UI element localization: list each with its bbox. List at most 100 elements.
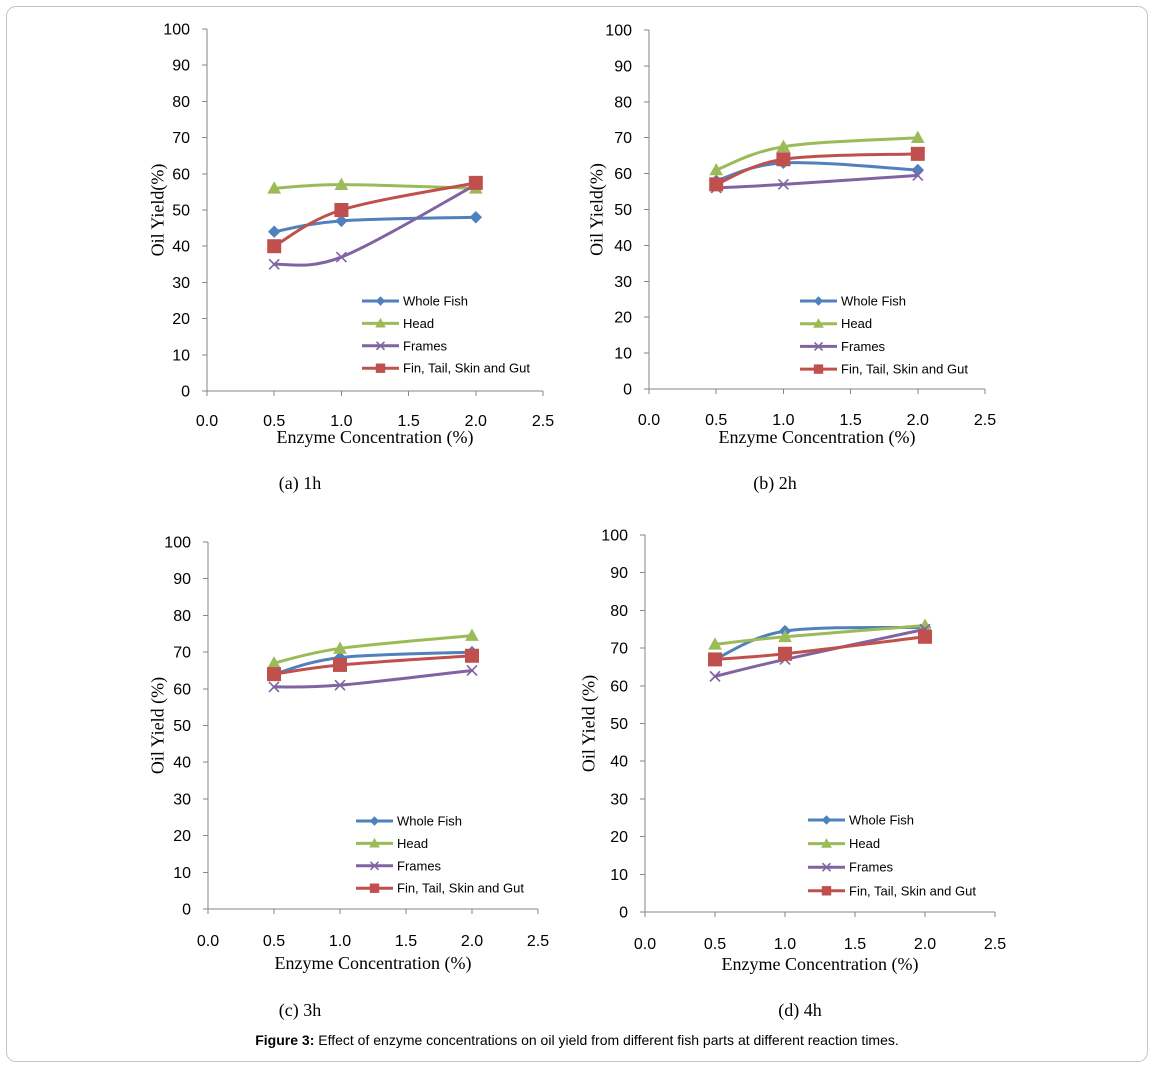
y-tick-label: 30 (610, 791, 628, 808)
legend-marker-head (813, 318, 824, 328)
series-markers-head (708, 618, 932, 650)
data-point-whole-fish (469, 211, 483, 224)
legend-label-head: Head (397, 836, 428, 851)
series-markers-whole-fish (267, 211, 483, 238)
series-markers-head (709, 130, 925, 176)
legend-label-fin-tail-skin-and-gut: Fin, Tail, Skin and Gut (397, 881, 524, 896)
y-tick-label: 100 (163, 22, 190, 39)
legend-item-head: Head (356, 836, 428, 851)
y-axis-title: Oil Yield(%) (147, 164, 168, 257)
y-tick-label: 20 (172, 311, 190, 328)
data-point-head (776, 139, 791, 152)
y-axis-title: Oil Yield (%) (578, 675, 599, 772)
x-tick-label: 2.0 (461, 933, 483, 950)
y-tick-label: 10 (614, 346, 632, 363)
chart-panel-1h: 0 10 20 30 40 50 60 70 80 90 100 0.0 0.5 1.0 1.5 2.0 2.5… (147, 22, 554, 495)
series-line-frames (714, 173, 920, 190)
legend-marker-whole-fish (813, 296, 824, 306)
legend-marker-frames (813, 341, 824, 351)
legend-item-frames: Frames (356, 858, 442, 873)
data-point-fin-tail-skin-and-gut (267, 667, 281, 682)
data-point-frames (334, 679, 346, 691)
legend-label-frames: Frames (403, 338, 448, 353)
y-tick-label: 0 (623, 382, 632, 399)
panel-caption: (c) 3h (279, 1000, 321, 1021)
legend-marker-frames (369, 861, 380, 871)
series-markers-head (267, 628, 479, 669)
legend-label-head: Head (849, 836, 880, 851)
data-point-head (334, 177, 349, 190)
series-line-frames (272, 668, 474, 689)
y-tick-label: 70 (173, 645, 191, 662)
y-tick-label: 30 (172, 275, 190, 292)
y-tick-label: 50 (172, 203, 190, 220)
x-tick-label: 0.5 (263, 413, 285, 430)
legend-label-frames: Frames (849, 860, 894, 875)
data-point-fin-tail-skin-and-gut (778, 646, 792, 661)
legend-item-fin-tail-skin-and-gut: Fin, Tail, Skin and Gut (356, 881, 524, 896)
figure-caption-label: Figure 3: (255, 1032, 315, 1048)
x-tick-label: 0.5 (704, 936, 726, 953)
legend-marker-whole-fish (821, 815, 832, 825)
legend-item-whole-fish: Whole Fish (800, 294, 906, 309)
figure-frame (6, 6, 1148, 1062)
y-tick-label: 100 (164, 535, 191, 552)
series-line-frames (713, 627, 927, 678)
legend-item-head: Head (808, 836, 880, 851)
data-point-fin-tail-skin-and-gut (333, 657, 347, 672)
x-tick-label: 1.0 (772, 412, 794, 429)
y-tick-label: 90 (614, 58, 632, 75)
data-point-fin-tail-skin-and-gut (465, 648, 479, 663)
y-tick-label: 80 (614, 94, 632, 111)
x-tick-label: 2.5 (984, 936, 1006, 953)
series-line-head (714, 136, 920, 172)
y-tick-label: 40 (610, 754, 628, 771)
y-tick-label: 80 (610, 603, 628, 620)
legend-item-fin-tail-skin-and-gut: Fin, Tail, Skin and Gut (800, 362, 968, 377)
y-tick-label: 70 (610, 641, 628, 658)
y-tick-label: 50 (614, 202, 632, 219)
legend-item-whole-fish: Whole Fish (362, 294, 468, 309)
series-markers-fin-tail-skin-and-gut (267, 175, 483, 254)
legend-marker-frames (375, 341, 386, 351)
x-tick-label: 1.5 (397, 413, 419, 430)
x-tick-label: 1.5 (839, 412, 861, 429)
data-point-head (778, 629, 792, 643)
legend-item-fin-tail-skin-and-gut: Fin, Tail, Skin and Gut (362, 361, 530, 376)
y-tick-label: 60 (172, 166, 190, 183)
x-tick-label: 0.0 (634, 936, 656, 953)
legend-marker-whole-fish (369, 816, 380, 826)
x-axis-title: Enzyme Concentration (%) (275, 953, 472, 974)
legend-marker-fin-tail-skin-and-gut (375, 363, 386, 373)
y-tick-label: 10 (173, 865, 191, 882)
y-axis-title: Oil Yield (%) (147, 677, 168, 774)
legend-label-fin-tail-skin-and-gut: Fin, Tail, Skin and Gut (403, 361, 530, 376)
legend: Whole Fish Head Frames Fin, Tail, Skin and … (800, 294, 968, 377)
data-point-fin-tail-skin-and-gut (334, 203, 349, 217)
x-tick-label: 1.5 (395, 933, 417, 950)
legend-item-frames: Frames (362, 338, 448, 353)
legend-item-fin-tail-skin-and-gut: Fin, Tail, Skin and Gut (808, 883, 976, 898)
legend-marker-whole-fish (375, 296, 386, 306)
legend-item-whole-fish: Whole Fish (808, 813, 914, 828)
data-point-head (267, 181, 282, 194)
y-tick-label: 80 (173, 608, 191, 625)
legend-label-whole-fish: Whole Fish (841, 294, 906, 309)
data-point-fin-tail-skin-and-gut (267, 239, 282, 254)
series-line-head (272, 634, 474, 665)
data-point-fin-tail-skin-and-gut (910, 146, 925, 161)
figure-caption-text: Effect of enzyme concentrations on oil y… (318, 1032, 899, 1048)
series-markers-frames (268, 664, 478, 693)
data-point-whole-fish (267, 225, 281, 238)
legend-marker-fin-tail-skin-and-gut (821, 886, 832, 896)
y-tick-label: 40 (614, 238, 632, 255)
legend: Whole Fish Head Frames Fin, Tail, Skin and … (362, 294, 530, 376)
y-tick-label: 90 (173, 571, 191, 588)
chart-panel-4h: 0 10 20 30 40 50 60 70 80 90 100 0.0 0.5 1.0 1.5 2.0 2.5… (578, 528, 1006, 1022)
y-tick-label: 20 (614, 310, 632, 327)
data-point-fin-tail-skin-and-gut (708, 652, 722, 667)
y-tick-label: 70 (172, 130, 190, 147)
legend-item-head: Head (800, 316, 872, 331)
data-point-fin-tail-skin-and-gut (776, 152, 791, 167)
